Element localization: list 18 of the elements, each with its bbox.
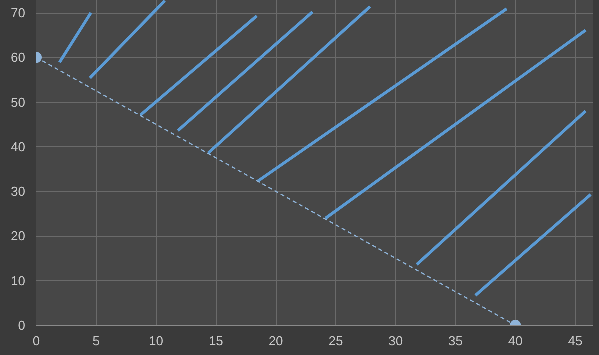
y-tick-label: 10 bbox=[11, 273, 26, 288]
x-tick-label: 35 bbox=[448, 334, 463, 348]
x-tick-label: 0 bbox=[32, 334, 40, 348]
y-tick-label: 0 bbox=[18, 318, 26, 333]
x-tick-label: 5 bbox=[92, 334, 100, 348]
x-tick-label: 45 bbox=[568, 334, 583, 348]
x-tick-label: 40 bbox=[508, 334, 523, 348]
x-tick-label: 10 bbox=[149, 334, 164, 348]
y-tick-label: 70 bbox=[11, 6, 26, 20]
y-tick-label: 60 bbox=[11, 50, 26, 66]
y-tick-label: 20 bbox=[11, 228, 26, 244]
x-tick-label: 20 bbox=[268, 334, 284, 348]
y-tick-label: 50 bbox=[11, 94, 26, 110]
y-tick-label: 40 bbox=[11, 139, 26, 154]
x-tick-label: 25 bbox=[328, 334, 344, 348]
x-tick-label: 30 bbox=[388, 334, 404, 348]
y-tick-label: 30 bbox=[11, 184, 26, 200]
x-tick-label: 15 bbox=[208, 334, 224, 348]
